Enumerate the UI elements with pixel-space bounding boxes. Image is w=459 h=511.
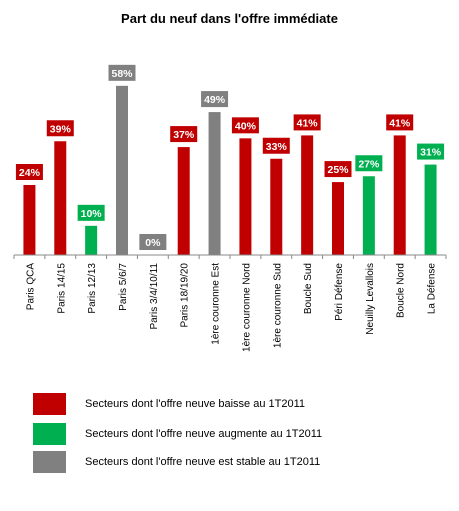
legend-label-augmente: Secteurs dont l'offre neuve augmente au … [85,428,323,440]
legend-label-stable: Secteurs dont l'offre neuve est stable a… [85,456,321,468]
data-label-box [293,114,321,131]
data-label-box [201,91,229,108]
data-label: 41% [297,117,319,129]
data-label: 39% [50,123,72,135]
data-label: 58% [111,68,133,80]
data-label-box [108,64,136,81]
data-label: 27% [358,158,380,170]
bar [362,176,375,255]
x-tick-label: Paris 5/6/7 [118,263,129,311]
data-label: 37% [173,129,195,141]
bar [301,135,314,255]
x-tick-label: Paris 18/19/20 [180,263,191,328]
data-label: 49% [204,94,226,106]
legend-label-baisse: Secteurs dont l'offre neuve baisse au 1T… [85,398,306,410]
data-label: 10% [81,208,103,220]
chart-title: Part du neuf dans l'offre immédiate [121,11,338,26]
bar [332,182,344,255]
bar [208,112,221,255]
data-label: 24% [19,167,41,179]
bar [424,164,437,255]
x-tick-label: Boucle Nord [396,263,407,318]
legend-swatch-augmente [33,423,66,445]
x-tick-label: Paris 14/15 [56,263,67,314]
x-tick-label: La Défense [427,263,438,315]
legend-swatch-stable [33,451,66,473]
x-tick-labels-layer: Paris QCA Paris 14/15 Paris 12/13 Paris 5/6… [25,263,437,352]
x-tick-label: 1ère couronne Nord [241,263,252,352]
data-label-box [386,114,414,131]
x-tick-label: Neuilly Levallois [365,263,376,335]
bar [85,225,98,255]
x-tick-label: 1ère couronne Sud [272,263,283,348]
data-label-box [139,234,167,250]
x-ticks-layer [13,255,447,259]
data-label-box [231,117,259,134]
bar [54,141,67,255]
bar [270,158,283,255]
data-label-box [77,204,105,221]
legend-swatch-baisse [33,393,66,415]
data-label-box [417,143,445,160]
data-label: 41% [389,117,411,129]
data-label: 25% [327,164,349,176]
bar [23,185,36,255]
x-tick-label: 1ère couronne Est [211,263,222,345]
bar [393,135,406,255]
bars-layer: 24% 39% 10% 58% 0% 37% 49% 40% 33% 41% 25% 27% 41% 31… [15,64,445,255]
data-label: 40% [235,120,257,132]
data-label-box [170,126,198,143]
bar [239,138,252,255]
data-label: 33% [266,141,288,153]
data-label-box [355,155,383,172]
x-tick-label: Paris 12/13 [87,263,98,314]
data-label: 31% [420,147,442,159]
x-tick-label: Boucle Sud [303,263,314,314]
data-label-box [262,137,290,154]
bar [177,147,190,255]
data-label: 0% [145,237,161,249]
data-label-box [46,120,74,137]
data-label-box [15,164,43,180]
x-tick-label: Paris QCA [25,263,36,311]
x-tick-label: Paris 3/4/10/11 [149,263,160,330]
bar-chart: 24% 39% 10% 58% 0% 37% 49% 40% 33% 41% 25% 27% 41% 31… [13,64,447,352]
x-tick-label: Péri Défense [334,263,345,321]
bar [116,85,128,255]
data-label-box [324,161,352,178]
